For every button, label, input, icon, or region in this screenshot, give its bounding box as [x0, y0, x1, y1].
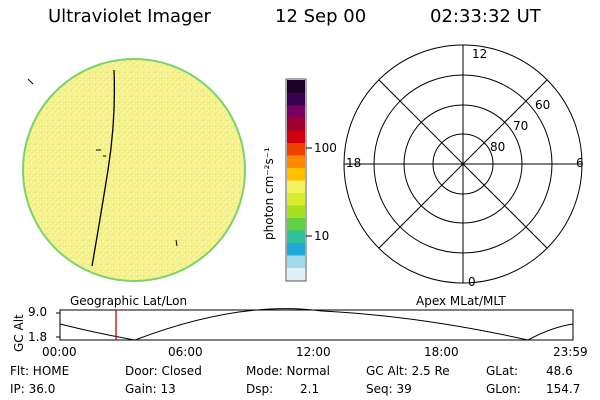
- door-status: Door: Closed: [125, 364, 202, 378]
- altitude-right-title: Apex MLat/MLT: [416, 294, 506, 308]
- colorbar-segment: [287, 130, 305, 143]
- flight-status: Flt: HOME: [10, 364, 70, 378]
- gain-value: Gain: 13: [125, 382, 176, 396]
- colorbar-segment: [287, 167, 305, 181]
- glat-label: GLat:: [486, 364, 519, 378]
- colorbar-segment: [287, 205, 305, 218]
- colorbar-segment: [287, 267, 305, 281]
- disk-rim: [22, 58, 246, 282]
- orbit-altitude-curve: [59, 308, 574, 341]
- mlt-label-6: 6: [576, 156, 584, 170]
- lat-label-80: 80: [490, 140, 506, 154]
- colorbar-segment: [287, 117, 305, 131]
- mlt-label-0: 0: [468, 275, 476, 289]
- colorbar-label-100: 100: [314, 141, 337, 155]
- tick-mark: [175, 239, 178, 247]
- polar-diagonal: [378, 79, 548, 249]
- colorbar-label-10: 10: [314, 229, 330, 243]
- gc-altitude: GC Alt: 2.5 Re: [366, 364, 450, 378]
- colorbar-segment: [287, 92, 305, 106]
- ip-value: IP: 36.0: [10, 382, 56, 396]
- colorbar-segment: [287, 242, 305, 256]
- colorbar-segment: [287, 155, 305, 168]
- colorbar-segment: [287, 192, 305, 206]
- dsp-value: 2.1: [300, 382, 320, 396]
- observation-date: 12 Sep 00: [275, 6, 367, 27]
- mode-status: Mode: Normal: [246, 364, 330, 378]
- instrument-title: Ultraviolet Imager: [48, 6, 211, 27]
- terminator-line: [91, 69, 116, 267]
- colorbar-segment: [287, 105, 305, 118]
- glon-value: 154.7: [546, 382, 581, 396]
- colorbar-frame: [285, 78, 307, 282]
- polar-plot: [343, 44, 583, 284]
- stray-mark: [27, 78, 34, 85]
- observation-time: 02:33:32 UT: [430, 6, 541, 27]
- altitude-y-top: 9.0: [28, 305, 48, 319]
- sequence-number: Seq: 39: [366, 382, 412, 396]
- colorbar-segment: [287, 180, 305, 193]
- mlt-label-12: 12: [472, 47, 488, 61]
- colorbar-unit-label: photon cm⁻²s⁻¹: [262, 147, 276, 240]
- colorbar: [285, 78, 312, 282]
- altitude-ylabel: GC Alt: [12, 314, 26, 352]
- x-tick-label: 00:00: [42, 345, 77, 359]
- altitude-left-title: Geographic Lat/Lon: [70, 294, 188, 308]
- mlt-label-18: 18: [346, 156, 362, 170]
- x-tick-label: 06:00: [168, 345, 203, 359]
- altitude-frame: [59, 309, 574, 341]
- x-tick-label: 23:59: [553, 345, 588, 359]
- dsp-label: Dsp:: [246, 382, 274, 396]
- lat-label-60: 60: [535, 98, 551, 112]
- altitude-y-bottom: 1.8: [28, 330, 48, 344]
- glat-value: 48.6: [546, 364, 573, 378]
- altitude-plot: [56, 308, 574, 341]
- colorbar-segment: [287, 255, 305, 268]
- colorbar-segment: [287, 217, 305, 231]
- glon-label: GLon:: [486, 382, 521, 396]
- colorbar-segment: [287, 142, 305, 156]
- lat-label-70: 70: [513, 119, 529, 133]
- x-tick-label: 12:00: [296, 345, 331, 359]
- colorbar-segment: [287, 230, 305, 243]
- colorbar-segment: [287, 80, 305, 93]
- earth-disk: [23, 59, 245, 281]
- x-tick-label: 18:00: [424, 345, 459, 359]
- uv-image[interactable]: [22, 58, 246, 282]
